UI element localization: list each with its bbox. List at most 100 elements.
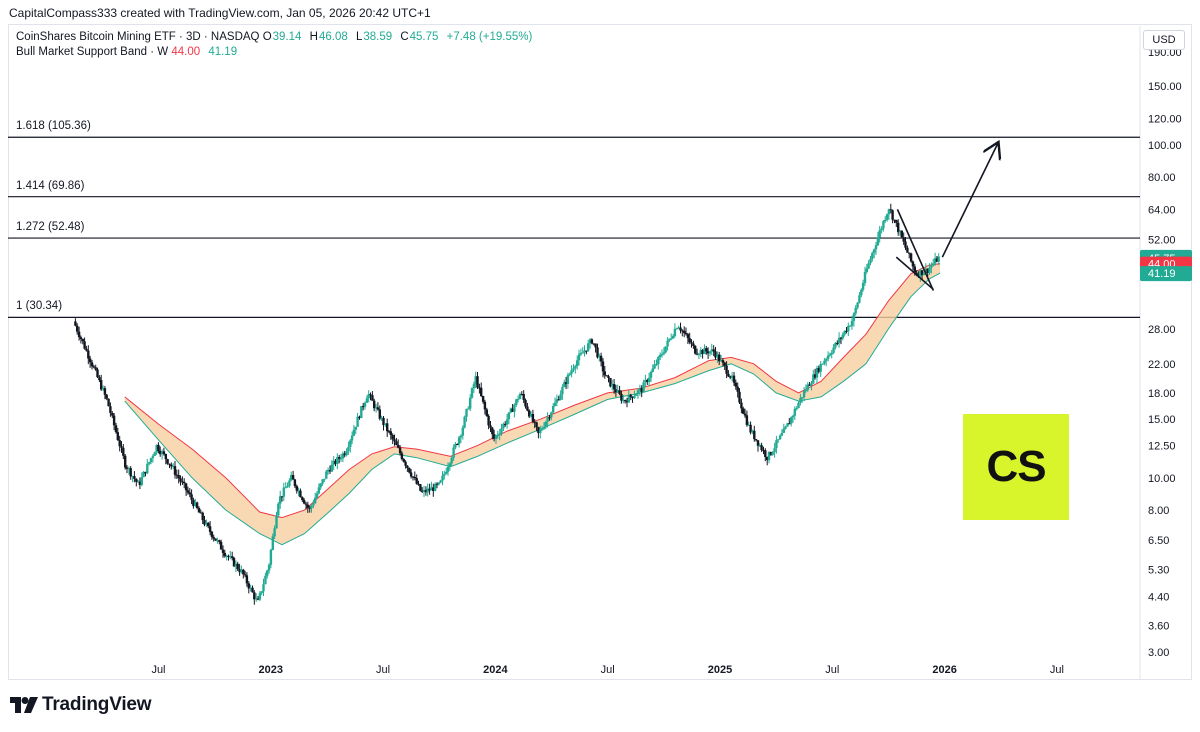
candle-body — [516, 399, 520, 400]
candle-body — [795, 408, 798, 409]
candle-body — [902, 237, 905, 242]
candle-body — [889, 209, 892, 211]
candle-body — [552, 406, 555, 413]
candle-body — [837, 337, 841, 343]
close-value: 45.75 — [409, 31, 439, 43]
candle-body — [219, 541, 223, 550]
candle-body — [214, 538, 217, 541]
candle-body — [898, 230, 902, 233]
candle-body — [572, 368, 575, 371]
candle-body — [694, 345, 697, 354]
tradingview-brand[interactable]: TradingView — [10, 694, 152, 716]
candle-body — [446, 467, 450, 472]
y-tick-label: 10.00 — [1148, 473, 1176, 485]
candle-body — [555, 399, 559, 403]
y-tick-label: 18.00 — [1148, 388, 1176, 400]
candle-body — [197, 508, 201, 513]
candle-body — [170, 464, 173, 467]
candle-body — [590, 339, 594, 344]
candle-body — [456, 444, 459, 445]
indicator-title[interactable]: Bull Market Support Band · W — [16, 46, 169, 58]
candle-body — [240, 569, 243, 573]
candle-body — [120, 446, 123, 448]
candle-body — [116, 432, 119, 441]
candle-body — [162, 451, 166, 454]
candle-body — [520, 394, 523, 395]
candle-body — [507, 412, 511, 420]
candle-body — [673, 328, 677, 336]
candle-body — [267, 564, 271, 571]
candle-body — [633, 395, 636, 399]
candle-body — [160, 451, 164, 455]
candle-body — [614, 389, 618, 393]
candle-body — [489, 425, 492, 428]
candle-body — [400, 453, 404, 460]
candle-body — [616, 390, 619, 393]
candle-body — [380, 417, 383, 419]
x-tick-label: 2026 — [932, 664, 956, 676]
candle-body — [81, 338, 84, 342]
candle-body — [773, 448, 776, 453]
candle-body — [850, 320, 854, 326]
close-label: C — [400, 31, 409, 43]
candle-body — [865, 268, 868, 272]
candle-body — [238, 569, 241, 573]
candle-body — [801, 397, 804, 399]
candle-body — [183, 481, 186, 484]
candle-body — [258, 593, 262, 600]
candle-body — [194, 502, 197, 506]
candle-body — [492, 434, 496, 439]
candle-body — [563, 382, 566, 387]
currency-button[interactable]: USD — [1143, 30, 1185, 50]
candle-body — [151, 455, 155, 459]
band-lower-label-bg — [1140, 266, 1192, 282]
candle-body — [433, 483, 437, 491]
candle-body — [496, 434, 499, 436]
candle-body — [662, 352, 666, 355]
x-tick-label: 2024 — [483, 664, 508, 676]
candle-body — [640, 388, 643, 392]
candle-body — [491, 427, 494, 435]
chart-frame[interactable] — [8, 24, 1192, 680]
candle-body — [127, 468, 131, 470]
indicator-upper-value: 44.00 — [171, 46, 201, 58]
candle-body — [544, 421, 547, 428]
candle-body — [839, 337, 843, 339]
candle-body — [504, 423, 507, 425]
candle-body — [382, 417, 385, 426]
candle-body — [897, 222, 900, 233]
candle-body — [487, 415, 490, 426]
candle-body — [817, 368, 820, 372]
candle-body — [94, 367, 97, 370]
candle-body — [373, 400, 376, 409]
band-lower-label: 41.19 — [1148, 268, 1176, 280]
candle-body — [885, 214, 889, 220]
candle-body — [210, 531, 214, 537]
candle-body — [419, 484, 422, 491]
symbol-title[interactable]: CoinShares Bitcoin Mining ETF · 3D · NAS… — [16, 31, 260, 43]
candle-body — [168, 463, 171, 465]
candle-body — [812, 374, 815, 384]
candle-body — [622, 400, 625, 402]
low-value: 38.59 — [363, 31, 393, 43]
candle-body — [271, 536, 274, 550]
candle-body — [730, 375, 734, 378]
candle-body — [376, 407, 380, 410]
candle-body — [723, 362, 726, 366]
candle-body — [408, 467, 411, 473]
candle-body — [540, 428, 544, 430]
candle-body — [291, 475, 295, 480]
candle-body — [882, 221, 885, 229]
candle-body — [692, 343, 695, 346]
candle-body — [90, 362, 94, 367]
candle-body — [242, 569, 245, 575]
candle-body — [205, 522, 208, 525]
candle-body — [670, 338, 673, 340]
candle-body — [601, 361, 605, 372]
candle-body — [743, 413, 747, 416]
fib-level-label: 1.414 (69.86) — [16, 179, 85, 192]
candle-body — [100, 380, 103, 390]
low-label: L — [355, 31, 363, 43]
candle-body — [705, 348, 708, 352]
